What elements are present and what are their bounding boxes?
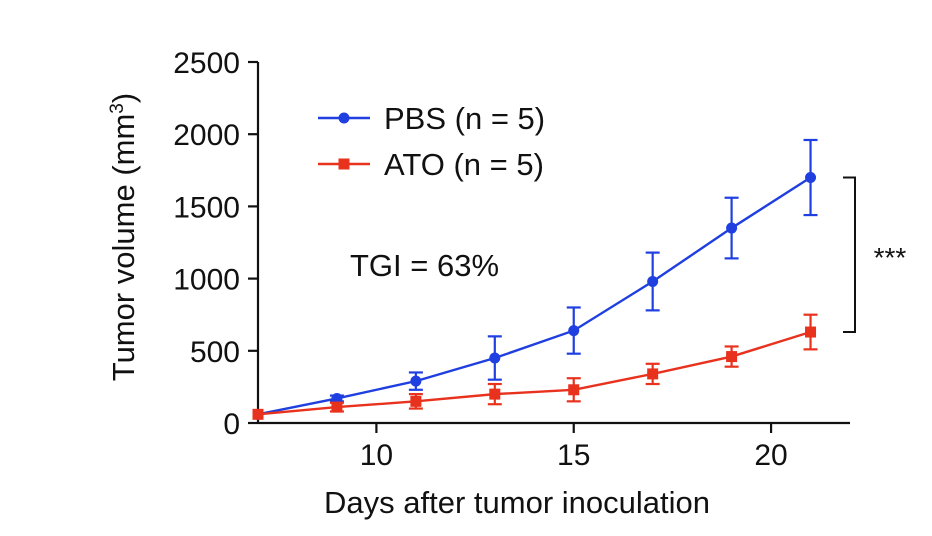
legend-label: ATO (n = 5) bbox=[384, 147, 544, 182]
axes-layer: 0 500 1000 1500 2000 2500 10 15 20 bbox=[173, 47, 850, 472]
x-tick-label: 20 bbox=[754, 439, 787, 472]
y-axis-title-close: ) bbox=[106, 93, 141, 103]
data-point bbox=[647, 368, 659, 380]
data-point bbox=[568, 325, 580, 337]
series-line bbox=[257, 330, 811, 416]
data-point bbox=[410, 395, 422, 407]
data-point bbox=[489, 352, 501, 364]
data-point bbox=[805, 172, 817, 184]
data-point bbox=[805, 326, 817, 338]
data-point bbox=[410, 375, 422, 387]
data-point bbox=[647, 275, 659, 287]
data-point bbox=[568, 384, 580, 396]
y-tick-label: 500 bbox=[190, 336, 240, 369]
data-point bbox=[331, 401, 343, 413]
series-line bbox=[257, 176, 812, 416]
y-tick-label: 0 bbox=[223, 408, 240, 441]
y-tick-label: 2000 bbox=[173, 119, 240, 152]
legend-entry-1: ATO (n = 5) bbox=[318, 147, 544, 182]
legend: PBS (n = 5) ATO (n = 5) bbox=[318, 101, 545, 182]
significance-label: *** bbox=[874, 242, 907, 273]
legend-entry-0: PBS (n = 5) bbox=[318, 101, 545, 136]
legend-marker bbox=[338, 158, 350, 170]
data-point bbox=[726, 351, 738, 363]
y-tick-label: 1500 bbox=[173, 191, 240, 224]
data-point bbox=[726, 222, 738, 234]
significance-bracket: *** bbox=[843, 176, 907, 334]
x-tick-label: 15 bbox=[557, 439, 590, 472]
tgi-annotation: TGI = 63% bbox=[350, 248, 499, 283]
y-axis-title-main: Tumor volume (mm bbox=[106, 114, 141, 382]
x-tick-label: 10 bbox=[360, 439, 393, 472]
legend-label: PBS (n = 5) bbox=[384, 101, 545, 136]
y-axis-title: Tumor volume (mm3) bbox=[106, 93, 141, 381]
legend-marker bbox=[338, 112, 350, 124]
y-tick-label: 2500 bbox=[173, 47, 240, 80]
y-axis-title-sup: 3 bbox=[107, 103, 128, 114]
series-1 bbox=[252, 313, 818, 420]
data-point bbox=[331, 392, 343, 404]
y-tick-label: 1000 bbox=[173, 264, 240, 297]
x-axis-title: Days after tumor inoculation bbox=[324, 485, 710, 520]
data-point bbox=[489, 388, 501, 400]
significance-bracket-line bbox=[843, 176, 856, 334]
series-layer bbox=[252, 138, 818, 420]
data-point bbox=[252, 408, 264, 420]
